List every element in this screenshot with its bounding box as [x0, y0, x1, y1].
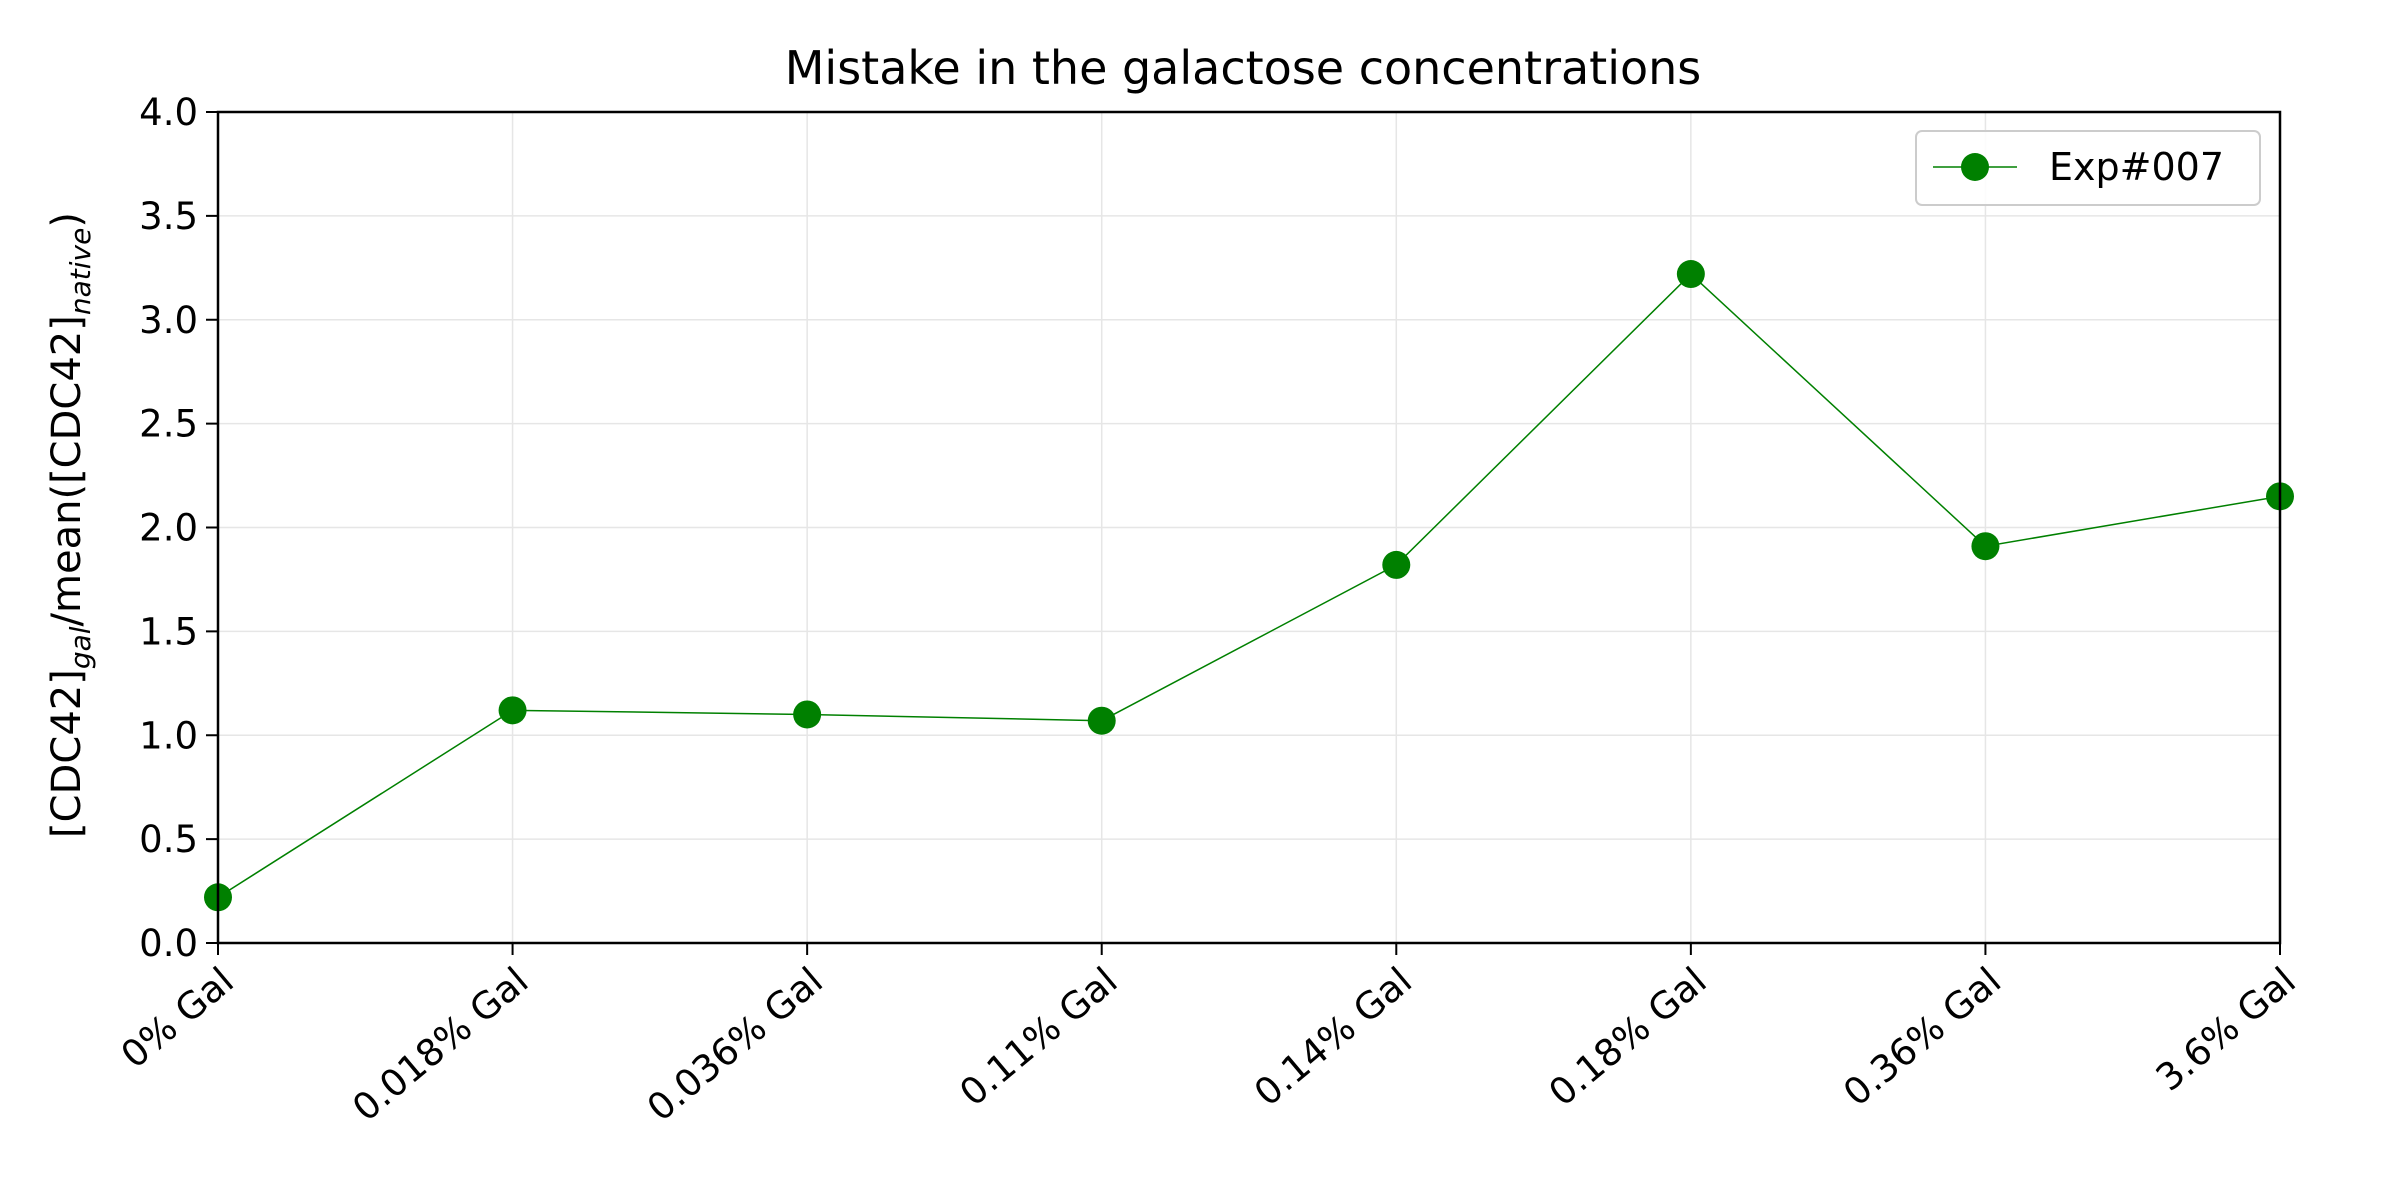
y-axis-ticks: 0.0 0.5 1.0 1.5 2.0 2.5 3.0 3.5 4.0: [139, 91, 218, 965]
legend: Exp#007: [1915, 130, 2261, 206]
series-line: [217, 273, 2281, 898]
legend-marker: [1961, 153, 1989, 181]
y-tick-label: 0.5: [139, 818, 198, 861]
legend-label: Exp#007: [2049, 145, 2224, 189]
y-tick-label: 3.0: [139, 299, 198, 342]
chart-title: Mistake in the galactose concentrations: [785, 41, 1702, 95]
y-label-middle: /mean([CDC42]: [44, 315, 90, 626]
y-label-prefix: [CDC42]: [44, 669, 90, 838]
data-point: [793, 700, 822, 729]
data-point: [1087, 706, 1116, 735]
y-tick-label: 3.5: [139, 195, 198, 238]
y-tick-label: 4.0: [139, 91, 198, 134]
data-point: [1676, 260, 1705, 289]
series-line-layer: [217, 273, 2281, 898]
data-point: [498, 696, 527, 725]
data-point: [1382, 550, 1411, 579]
y-tick-label: 2.0: [139, 507, 198, 550]
y-label-subscript-native: native: [64, 228, 97, 315]
legend-box: [1915, 130, 2261, 206]
y-tick-label: 1.5: [139, 610, 198, 653]
y-axis-label: [CDC42]gal/mean([CDC42]native): [44, 212, 97, 838]
y-tick-label: 1.0: [139, 714, 198, 757]
y-tick-label: 2.5: [139, 403, 198, 446]
y-label-suffix: ): [44, 212, 90, 228]
data-point-layer: [204, 260, 2294, 912]
data-point: [1971, 532, 2000, 561]
y-tick-label: 0.0: [139, 922, 198, 965]
y-label-subscript-gal: gal: [64, 626, 97, 669]
